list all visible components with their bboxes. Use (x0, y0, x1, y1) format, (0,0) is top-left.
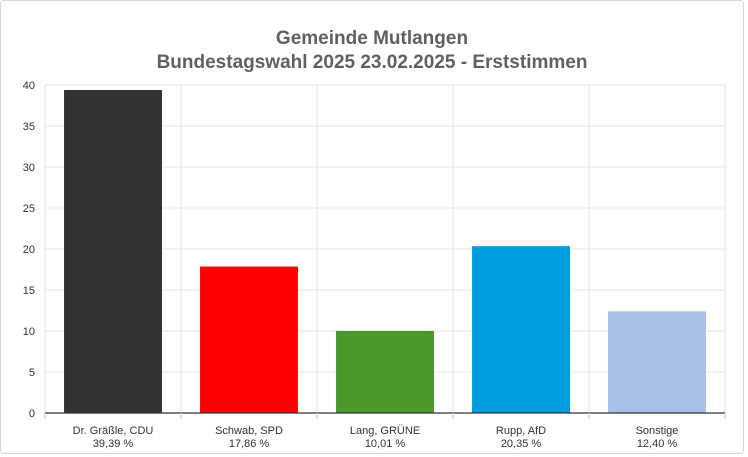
x-category-label: Dr. Gräßle, CDU (73, 425, 154, 437)
x-category-label: Sonstige (636, 425, 679, 437)
x-value-label: 17,86 % (229, 438, 270, 450)
y-tick-label: 35 (23, 121, 35, 133)
y-tick-label: 40 (23, 80, 35, 92)
y-tick-label: 30 (23, 162, 35, 174)
x-category-label: Rupp, AfD (496, 425, 546, 437)
chart-subtitle: Bundestagswahl 2025 23.02.2025 - Erststi… (156, 52, 588, 73)
x-category-label: Schwab, SPD (215, 425, 283, 437)
y-tick-label: 0 (29, 408, 35, 420)
y-tick-label: 5 (29, 367, 35, 379)
x-category-label: Lang, GRÜNE (350, 425, 420, 437)
bar-5 (608, 311, 706, 413)
x-value-label: 12,40 % (637, 438, 678, 450)
x-value-label: 39,39 % (93, 438, 134, 450)
y-tick-label: 20 (23, 244, 35, 256)
y-tick-label: 10 (23, 326, 35, 338)
x-value-label: 20,35 % (501, 438, 542, 450)
bar-2 (200, 266, 298, 413)
bar-1 (64, 90, 162, 413)
chart-title: Gemeinde Mutlangen (275, 28, 469, 49)
bar-3 (336, 330, 434, 413)
x-value-label: 10,01 % (365, 438, 406, 450)
y-tick-label: 15 (23, 285, 35, 297)
y-tick-label: 25 (23, 203, 35, 215)
bar-4 (472, 246, 570, 413)
